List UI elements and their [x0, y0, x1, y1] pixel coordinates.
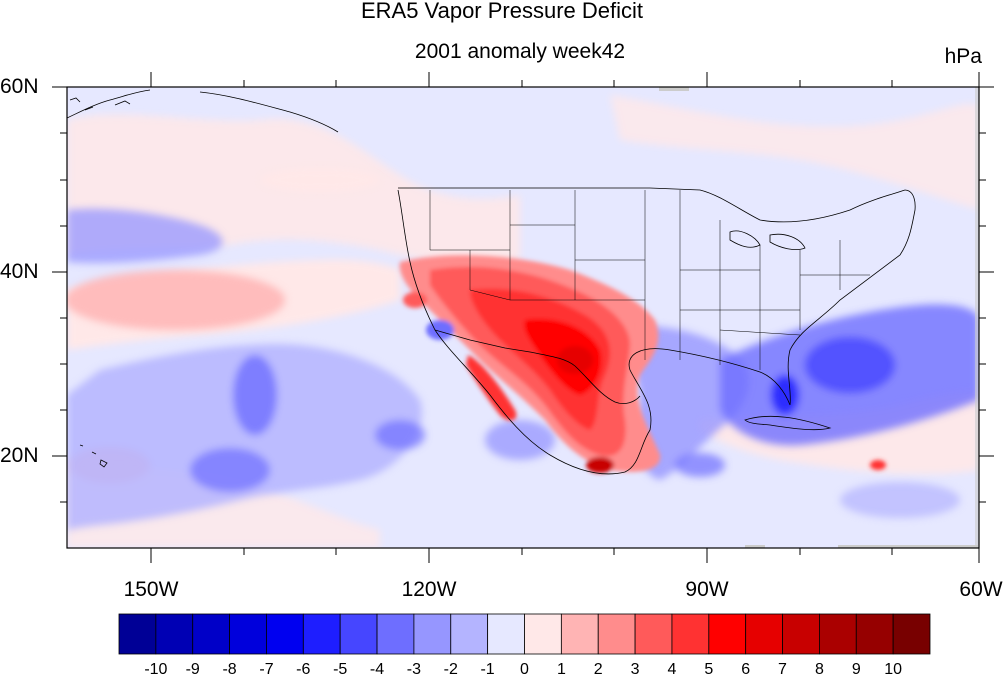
axis-ticks	[52, 72, 994, 563]
us-mexico-border	[434, 329, 641, 404]
anomaly-region-blue-subtropical	[67, 344, 422, 530]
lat-label-20n: 20N	[0, 444, 39, 467]
colorbar-swatch	[487, 613, 525, 655]
colorbar-tick-label: -8	[222, 661, 237, 678]
colorbar	[118, 613, 931, 655]
colorbar-tick-label: 10	[884, 661, 902, 678]
lon-label-90w: 90W	[685, 578, 729, 601]
colorbar-tick-label: -6	[296, 661, 311, 678]
colorbar-tick-label: 6	[741, 661, 751, 678]
lon-label-150w: 150W	[123, 578, 179, 601]
alaska-islands	[69, 97, 131, 111]
alaska-coastline	[67, 89, 339, 133]
colorbar-tick-label: 2	[593, 661, 603, 678]
colorbar-swatch	[524, 613, 562, 655]
colorbar-tick-label: 4	[667, 661, 677, 678]
colorbar-swatch	[229, 613, 267, 655]
anomaly-region-blue-atlantic-core	[805, 337, 895, 393]
colorbar-swatch	[118, 613, 157, 655]
lat-label-60n: 60N	[0, 75, 39, 98]
colorbar-tick-label: -5	[333, 661, 348, 678]
anomaly-region-southwest-3	[470, 288, 610, 430]
colorbar-swatch	[302, 613, 341, 655]
colorbar-tick-label: -1	[480, 661, 495, 678]
lat-label-40n: 40N	[0, 260, 39, 283]
colorbar-tick-label: 3	[630, 661, 640, 678]
colorbar-swatch	[450, 613, 489, 655]
colorbar-swatch	[560, 613, 599, 655]
colorbar-swatch	[597, 613, 636, 655]
units-label: hPa	[944, 45, 982, 68]
colorbar-swatch	[339, 613, 378, 655]
colorbar-swatch	[745, 613, 783, 655]
colorbar-swatch	[413, 613, 452, 655]
anomaly-region-blue-core-1	[233, 355, 277, 435]
colorbar-tick-label: -3	[406, 661, 422, 678]
lon-label-120w: 120W	[401, 578, 457, 601]
state-lines	[429, 190, 870, 370]
colorbar-swatch	[708, 613, 747, 655]
colorbar-tick-label: 1	[556, 661, 566, 678]
colorbar-swatch	[192, 613, 230, 655]
colorbar-tick-label: -4	[369, 661, 385, 678]
colorbar-tick-label: 8	[814, 661, 824, 678]
north-america-coastline	[397, 189, 916, 475]
anomaly-region-pacific-positive	[67, 270, 285, 330]
anomaly-region-blue-west	[67, 208, 223, 264]
colorbar-swatch	[892, 613, 931, 655]
colorbar-swatch	[266, 613, 304, 655]
colorbar-tick-label: 9	[851, 661, 861, 678]
colorbar-tick-label: 7	[778, 661, 787, 678]
anomaly-region-coast-negative	[426, 320, 454, 340]
colorbar-tick-label: 0	[520, 661, 529, 678]
map-boundaries	[67, 89, 916, 475]
colorbar-swatch	[782, 613, 820, 655]
colorbar-tick-label: -7	[259, 661, 274, 678]
anomaly-region-baja	[466, 355, 517, 421]
map-title: ERA5 Vapor Pressure Deficit	[360, 0, 644, 23]
colorbar-tick-label: -9	[185, 661, 200, 678]
colorbar-tick-label: 5	[704, 661, 714, 678]
us-canada-border	[398, 187, 906, 223]
map-subtitle: 2001 anomaly week42	[414, 40, 626, 63]
contour-field	[67, 87, 979, 548]
cuba-coastline	[744, 415, 832, 431]
colorbar-swatch	[634, 613, 673, 655]
colorbar-tick-label: -2	[443, 661, 458, 678]
colorbar-swatch	[376, 613, 415, 655]
anomaly-region-max	[557, 346, 593, 374]
colorbar-swatch	[155, 613, 194, 655]
colorbar-swatch	[671, 613, 710, 655]
anomaly-region-pink-ne	[610, 95, 979, 210]
colorbar-tick-label: -10	[144, 661, 168, 678]
colorbar-swatch	[819, 613, 857, 655]
hawaii-islands	[79, 444, 108, 468]
colorbar-swatch	[855, 613, 894, 655]
lon-label-60w: 60W	[959, 578, 1003, 601]
